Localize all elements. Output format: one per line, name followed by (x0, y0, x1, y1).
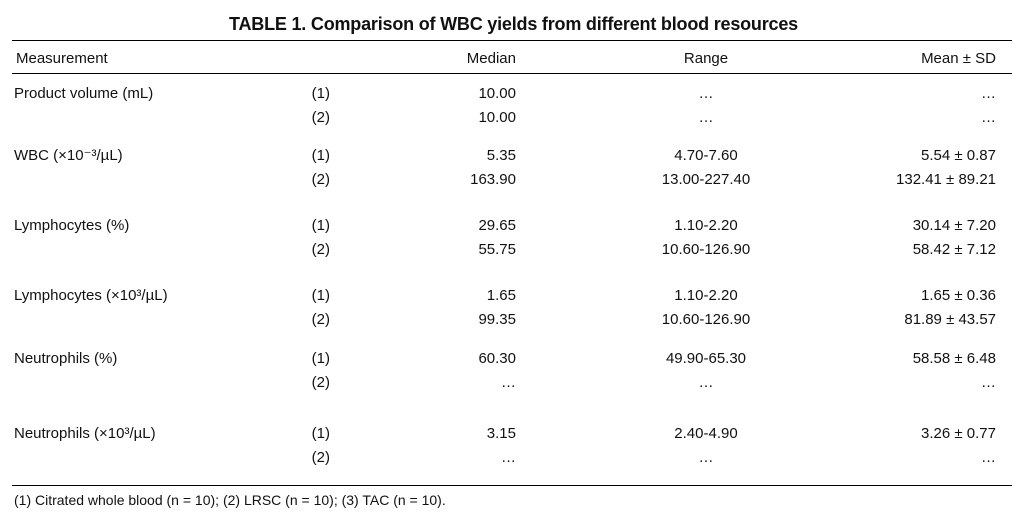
mean-sd-value: 3.26 ± 0.77 (921, 425, 996, 442)
group-marker: (1) (311, 350, 330, 367)
top-rule (12, 40, 1012, 41)
group-marker: (2) (311, 449, 330, 466)
median-value: 60.30 (478, 350, 516, 367)
row-label: WBC (×10⁻³/µL) (14, 147, 123, 164)
range-value: … (698, 449, 714, 466)
mean-sd-value: 81.89 ± 43.57 (904, 311, 996, 328)
mean-sd-value: … (981, 374, 996, 391)
range-value: 1.10-2.20 (674, 217, 738, 234)
group-marker: (1) (311, 287, 330, 304)
mean-sd-value: … (981, 109, 996, 126)
range-value: 2.40-4.90 (674, 425, 738, 442)
group-marker: (2) (311, 241, 330, 258)
group-marker: (2) (311, 109, 330, 126)
mean-sd-value: 58.42 ± 7.12 (912, 241, 996, 258)
range-value: … (698, 109, 714, 126)
mean-sd-value: 30.14 ± 7.20 (912, 217, 996, 234)
median-value: 3.15 (486, 425, 516, 442)
median-value: 10.00 (478, 109, 516, 126)
mean-sd-value: 5.54 ± 0.87 (921, 147, 996, 164)
median-value: 163.90 (470, 171, 516, 188)
row-label: Lymphocytes (%) (14, 217, 130, 234)
group-marker: (1) (311, 217, 330, 234)
range-value: … (698, 85, 714, 102)
mean-sd-value: … (981, 85, 996, 102)
median-value: 29.65 (478, 217, 516, 234)
group-marker: (1) (311, 425, 330, 442)
median-value: 1.65 (486, 287, 516, 304)
header-measurement: Measurement (16, 50, 108, 67)
group-marker: (2) (311, 374, 330, 391)
footnote: (1) Citrated whole blood (n = 10); (2) L… (14, 492, 446, 508)
row-label: Neutrophils (%) (14, 350, 118, 367)
group-marker: (1) (311, 147, 330, 164)
group-marker: (2) (311, 171, 330, 188)
header-median: Median (466, 50, 516, 67)
range-value: 13.00-227.40 (661, 171, 751, 188)
range-value: 10.60-126.90 (661, 311, 751, 328)
median-value: 55.75 (478, 241, 516, 258)
range-value: 49.90-65.30 (665, 350, 747, 367)
range-value: 1.10-2.20 (674, 287, 738, 304)
median-value: … (501, 449, 516, 466)
row-label: Lymphocytes (×10³/µL) (14, 287, 168, 304)
header-range: Range (683, 50, 729, 67)
mean-sd-value: 132.41 ± 89.21 (896, 171, 996, 188)
row-label: Neutrophils (×10³/µL) (14, 425, 156, 442)
row-label: Product volume (mL) (14, 85, 154, 102)
range-value: … (698, 374, 714, 391)
range-value: 10.60-126.90 (661, 241, 751, 258)
median-value: 10.00 (478, 85, 516, 102)
group-marker: (2) (311, 311, 330, 328)
table-title: TABLE 1. Comparison of WBC yields from d… (229, 14, 798, 34)
group-marker: (1) (311, 85, 330, 102)
mean-sd-value: 1.65 ± 0.36 (921, 287, 996, 304)
median-value: … (501, 374, 516, 391)
median-value: 99.35 (478, 311, 516, 328)
header-mean-sd: Mean ± SD (921, 50, 996, 67)
mean-sd-value: … (981, 449, 996, 466)
bottom-rule (12, 485, 1012, 486)
range-value: 4.70-7.60 (674, 147, 738, 164)
mean-sd-value: 58.58 ± 6.48 (912, 350, 996, 367)
median-value: 5.35 (486, 147, 516, 164)
header-rule (12, 73, 1012, 74)
